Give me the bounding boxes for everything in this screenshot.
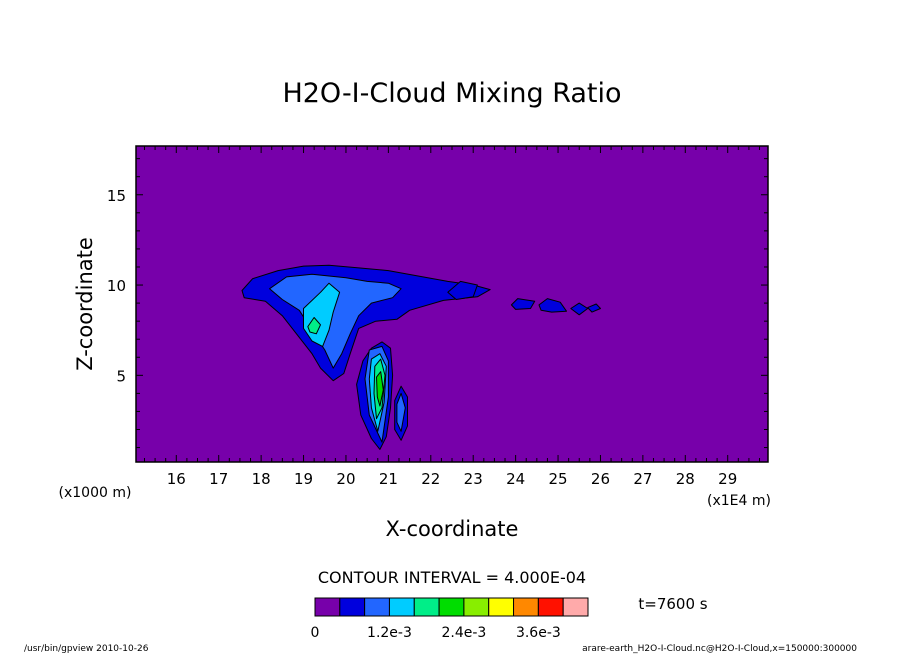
colorbar-swatch bbox=[463, 597, 490, 617]
x-tick-label: 23 bbox=[464, 470, 483, 488]
x-axis-label: X-coordinate bbox=[386, 517, 519, 541]
colorbar bbox=[314, 597, 589, 617]
x-tick-label: 18 bbox=[252, 470, 271, 488]
x-tick-label: 19 bbox=[294, 470, 313, 488]
contour-region-level-1 bbox=[587, 303, 601, 313]
colorbar-swatch bbox=[413, 597, 440, 617]
x-tick-label: 20 bbox=[336, 470, 355, 488]
colorbar-swatch bbox=[562, 597, 589, 617]
colorbar-swatch bbox=[314, 597, 341, 617]
y-unit-label: (x1000 m) bbox=[59, 485, 132, 501]
colorbar-tick-label: 0 bbox=[311, 625, 320, 641]
x-tick-label: 16 bbox=[167, 470, 186, 488]
x-tick-label: 28 bbox=[676, 470, 695, 488]
plot-background bbox=[136, 146, 768, 462]
colorbar-tick-label: 1.2e-3 bbox=[367, 625, 412, 641]
x-tick-label: 17 bbox=[209, 470, 228, 488]
x-tick-label: 21 bbox=[379, 470, 398, 488]
contour-interval-text: CONTOUR INTERVAL = 4.000E-04 bbox=[318, 568, 586, 587]
x-tick-labels: 16 17 18 19 20 21 22 23 24 25 26 27 28 29 bbox=[167, 470, 738, 488]
colorbar-swatch bbox=[488, 597, 515, 617]
colorbar-tick-labels: 0 1.2e-3 2.4e-3 3.6e-3 bbox=[311, 625, 561, 641]
contour-region-level-1 bbox=[447, 280, 478, 300]
time-label: t=7600 s bbox=[638, 595, 707, 613]
x-tick-label: 24 bbox=[506, 470, 525, 488]
x-tick-label: 25 bbox=[548, 470, 567, 488]
contour-region-level-1 bbox=[510, 298, 536, 310]
y-axis-label: Z-coordinate bbox=[73, 237, 97, 371]
contour-region-level-5 bbox=[376, 371, 384, 407]
contour-region-level-1 bbox=[538, 298, 567, 313]
colorbar-tick-label: 3.6e-3 bbox=[516, 625, 561, 641]
x-tick-label: 27 bbox=[633, 470, 652, 488]
contour-region-level-2 bbox=[396, 392, 406, 432]
x-tick-label: 22 bbox=[421, 470, 440, 488]
colorbar-swatch bbox=[438, 597, 465, 617]
plot-area bbox=[135, 145, 769, 463]
y-tick-label: 5 bbox=[116, 367, 126, 385]
chart-title: H2O-I-Cloud Mixing Ratio bbox=[282, 78, 621, 109]
y-tick-label: 10 bbox=[107, 277, 126, 295]
colorbar-swatch bbox=[364, 597, 390, 617]
contour-region-level-1 bbox=[570, 302, 589, 316]
footer-right: arare-earth_H2O-I-Cloud.nc@H2O-I-Cloud,x… bbox=[582, 644, 857, 654]
y-tick-label: 15 bbox=[107, 187, 126, 205]
contour-fill-layer bbox=[241, 264, 601, 450]
footer-left: /usr/bin/gpview 2010-10-26 bbox=[24, 644, 149, 654]
axis-ticks-layer bbox=[136, 146, 768, 462]
contour-region-level-4 bbox=[307, 317, 321, 335]
x-unit-label: (x1E4 m) bbox=[707, 493, 771, 509]
x-tick-label: 29 bbox=[718, 470, 737, 488]
colorbar-swatch bbox=[388, 597, 415, 617]
colorbar-swatch bbox=[513, 597, 539, 617]
colorbar-tick-label: 2.4e-3 bbox=[441, 625, 486, 641]
colorbar-swatch bbox=[537, 597, 564, 617]
x-tick-label: 26 bbox=[591, 470, 610, 488]
colorbar-swatch bbox=[339, 597, 366, 617]
y-tick-labels: 5 10 15 bbox=[107, 187, 126, 386]
